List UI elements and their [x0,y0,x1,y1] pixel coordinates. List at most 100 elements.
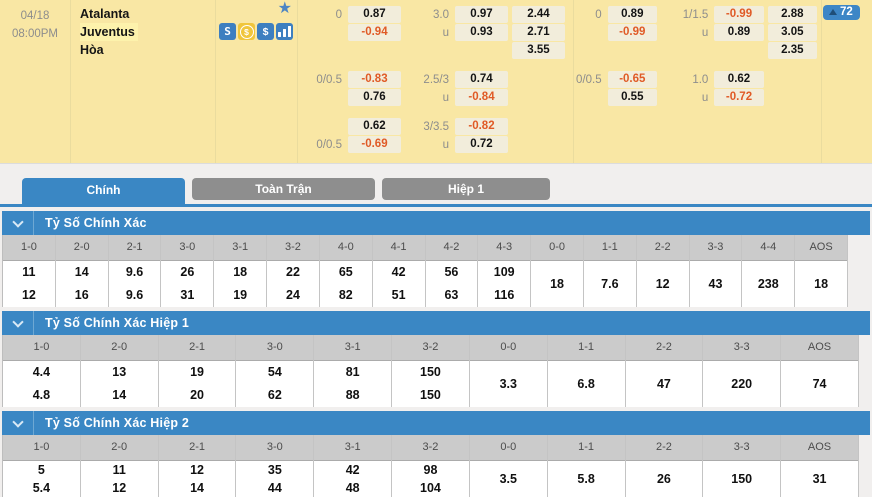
section-header[interactable]: Tỷ Số Chính Xác Hiệp 1 [2,311,870,335]
odds-slot-empty [512,136,565,153]
score-header: 4-0 [319,235,372,261]
odds-value[interactable]: 0.97 [455,6,508,23]
score-header: 3-0 [236,335,314,361]
match-time-column: 04/18 08:00PM [0,0,71,163]
odds-slot-empty [512,89,565,106]
odds-value[interactable]: 3.05 [767,24,818,41]
odds-value[interactable]: 0.55 [607,89,657,106]
odds-value[interactable]: 0.93 [455,24,508,41]
odds-value[interactable]: -0.65 [607,71,657,88]
score-odds-value: 56 [444,265,459,279]
score-header: 4-3 [478,235,531,261]
score-odds-value: 3.3 [499,377,517,391]
odds-value[interactable]: -0.82 [455,118,508,135]
odds-label: u [442,91,449,104]
score-odds-cell: 31 [781,461,858,497]
home-team-name[interactable]: Atalanta [80,7,130,21]
away-team-name[interactable]: Juventus [80,23,138,41]
score-odds-cell: 19 20 [159,361,236,407]
coin-icon[interactable]: $ [238,23,255,40]
tab-hiep-1[interactable]: Hiệp 1 [382,178,550,200]
odds-value[interactable]: 3.55 [512,42,565,59]
score-header: 2-2 [636,235,689,261]
score-odds-value: 26 [656,472,671,486]
odds-value[interactable]: -0.72 [714,89,764,106]
odds-row: 0/0.5 -0.69 u 0.72 [298,136,573,153]
score-column: 3-1 42 48 [314,435,393,497]
score-odds-value: 19 [233,288,248,302]
score-column: AOS 74 [781,335,859,407]
odds-value[interactable]: 0.89 [607,6,657,23]
score-header: 1-0 [3,435,80,461]
score-odds-cell: 9.6 9.6 [109,261,161,307]
score-odds-value: 109 [493,265,515,279]
score-odds-value: 12 [112,481,127,495]
odds-group-full-time: 0 0.87 3.0 0.97 2.44 -0.94 u 0.93 2.71 3.55 0/0.5-… [298,0,574,163]
odds-slot-empty [574,24,604,41]
score-sections: Tỷ Số Chính Xác 1-0 11 12 2-0 14 16 2-1 9.6 9.6 3-… [2,211,870,497]
odds-value[interactable]: -0.99 [607,24,657,41]
odds-slot-empty [298,42,344,59]
stats-icon[interactable] [276,23,293,40]
odds-value[interactable]: -0.69 [348,136,401,153]
odds-value[interactable]: 0.74 [455,71,508,88]
odds-value[interactable]: 2.35 [767,42,817,59]
score-header: AOS [781,435,858,461]
score-odds-value: 42 [391,265,406,279]
score-header: 0-0 [469,435,547,461]
odds-value[interactable]: 2.88 [767,6,818,23]
score-column: 0-0 18 [531,235,584,307]
score-odds-value: 4.4 [32,365,51,379]
odds-value[interactable]: -0.99 [714,6,764,23]
score-odds-value: 18 [233,265,248,279]
section-header[interactable]: Tỷ Số Chính Xác [2,211,870,235]
more-odds-badge[interactable]: 72 [823,5,860,20]
tab-toan-tran[interactable]: Toàn Trận [192,178,375,200]
tab-chinh[interactable]: Chính [22,178,185,204]
odds-label: u [701,26,709,39]
odds-value[interactable]: 0.89 [714,24,764,41]
score-odds-value: 5.8 [577,472,595,486]
score-odds-cell: 7.6 [584,261,636,307]
odds-slot-empty [512,71,565,88]
score-column: 4-1 42 51 [372,235,426,307]
score-odds-cell: 109 116 [478,261,530,307]
score-odds-value: 14 [112,388,127,402]
score-odds-cell: 42 51 [373,261,425,307]
score-odds-value: 4.8 [32,388,51,402]
score-column: 1-0 11 12 [3,235,56,307]
odds-value[interactable]: 0.76 [348,89,401,106]
odds-value[interactable]: 0.87 [348,6,401,23]
odds-value[interactable]: 2.44 [512,6,565,23]
odds-label: 3.0 [433,8,449,21]
odds-value[interactable]: -0.94 [348,24,401,41]
livescore-icon[interactable]: S [219,23,236,40]
odds-value[interactable]: 0.72 [455,136,508,153]
score-column: 3-0 26 31 [161,235,215,307]
score-odds-cell: 11 12 [3,261,55,307]
odds-value[interactable]: 0.62 [714,71,764,88]
odds-value[interactable]: 2.71 [512,24,565,41]
odds-value[interactable]: -0.84 [455,89,508,106]
correct-score-table: 1-0 4.4 4.8 2-0 13 14 2-1 19 20 3-0 54 62 3-1 81 88 3-2… [2,335,859,407]
draw-label: Hòa [80,43,104,57]
dollar-icon[interactable]: $ [257,23,274,40]
odds-group-first-half: 0 0.89 1/1.5 -0.99 2.88 -0.99 u 0.89 3.05 2.35 0/0… [574,0,822,163]
match-odds-panel: 04/18 08:00PM Atalanta Juventus Hòa ★ S $… [0,0,872,164]
odds-slot-empty [574,89,604,106]
score-odds-value: 31 [812,472,827,486]
odds-value[interactable]: -0.83 [348,71,401,88]
score-header: 2-2 [625,335,703,361]
score-odds-value: 44 [267,481,282,495]
score-odds-value: 43 [708,277,723,291]
score-odds-value: 74 [812,377,827,391]
odds-value[interactable]: 0.62 [348,118,401,135]
section-header[interactable]: Tỷ Số Chính Xác Hiệp 2 [2,411,870,435]
odds-row: 0 0.89 1/1.5 -0.99 2.88 [574,6,821,23]
score-odds-cell: 18 [531,261,583,307]
score-header: 2-0 [80,435,158,461]
score-odds-cell: 18 [795,261,847,307]
score-odds-cell: 26 31 [161,261,213,307]
favorite-star-icon[interactable]: ★ [277,0,292,17]
